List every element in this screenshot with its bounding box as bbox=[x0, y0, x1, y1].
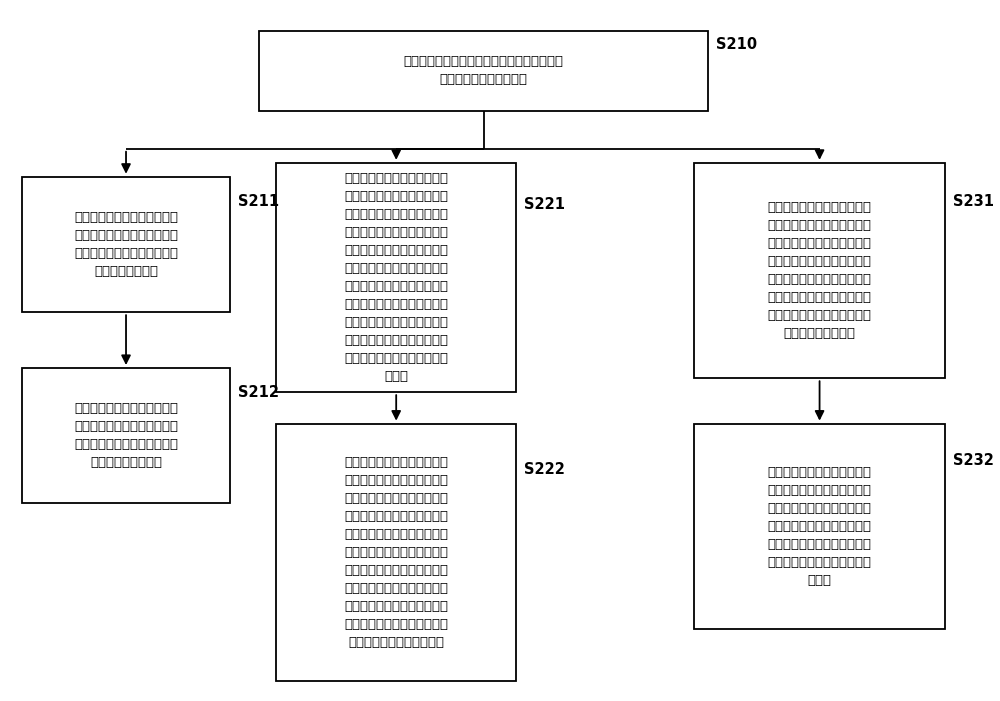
Text: S221: S221 bbox=[524, 196, 565, 212]
Text: S231: S231 bbox=[953, 194, 994, 209]
Text: S210: S210 bbox=[716, 37, 757, 53]
Text: 当所述存储装置接收到请求访
问所述目标数据的访问请求时
，若所述目标数据在所述数据
淘汰队列或所述数据淘汰候补
队列中，从所述高速缓存中获
取所述目标数据，将所: 当所述存储装置接收到请求访 问所述目标数据的访问请求时 ，若所述目标数据在所述数… bbox=[344, 456, 448, 648]
Bar bbox=[22, 368, 230, 503]
Bar bbox=[694, 163, 945, 379]
Text: 当所述存储装置确定所述目标
数据不是顺序流中的数据，且
通过轮转指针循环遍历到所述
目标数据时，所述目标数据的
当前状态属性参数的取值大于
第一数值，则按照预设: 当所述存储装置确定所述目标 数据不是顺序流中的数据，且 通过轮转指针循环遍历到所… bbox=[768, 201, 872, 340]
Text: 存储装置确定保存在所述高速缓存中的目标数
据是否为顺序流中的数据: 存储装置确定保存在所述高速缓存中的目标数 据是否为顺序流中的数据 bbox=[404, 55, 564, 86]
Text: S222: S222 bbox=[524, 463, 565, 477]
Bar bbox=[259, 31, 708, 111]
Text: S211: S211 bbox=[238, 193, 279, 209]
Text: 当所述存储装置确定所述目标
数据不是顺序流中的数据，且
通过轮转指针循环遍历到所述
目标数据时，所述目标数据的
当前状态属性参数的取值为第
一数值，则将所述目标: 当所述存储装置确定所述目标 数据不是顺序流中的数据，且 通过轮转指针循环遍历到所… bbox=[344, 172, 448, 383]
Text: 当所述存储装置接收到请求访
问所述目标数据的访问请求时
，从所述高速缓存中获取所述
目标数据，并按照与所述递减
规则反向的递增规则修改所述
目标数据的当前状态属: 当所述存储装置接收到请求访 问所述目标数据的访问请求时 ，从所述高速缓存中获取所… bbox=[768, 465, 872, 587]
Bar bbox=[694, 423, 945, 629]
Text: 当所述存储装置确定所述目标
数据为顺序流中的数据时，将
所述目标数据写入所述高速缓
存的数据淘汰队列: 当所述存储装置确定所述目标 数据为顺序流中的数据时，将 所述目标数据写入所述高速… bbox=[74, 211, 178, 278]
Bar bbox=[276, 423, 516, 681]
Bar bbox=[22, 177, 230, 312]
Text: S232: S232 bbox=[953, 453, 994, 468]
Bar bbox=[276, 163, 516, 393]
Text: S212: S212 bbox=[238, 385, 279, 400]
Text: 所述存储装置根据先进先出的
原则，对所述高速缓存中写入
所述数据淘汰队列中的所述目
标数据进行淘汰处理: 所述存储装置根据先进先出的 原则，对所述高速缓存中写入 所述数据淘汰队列中的所述… bbox=[74, 402, 178, 469]
